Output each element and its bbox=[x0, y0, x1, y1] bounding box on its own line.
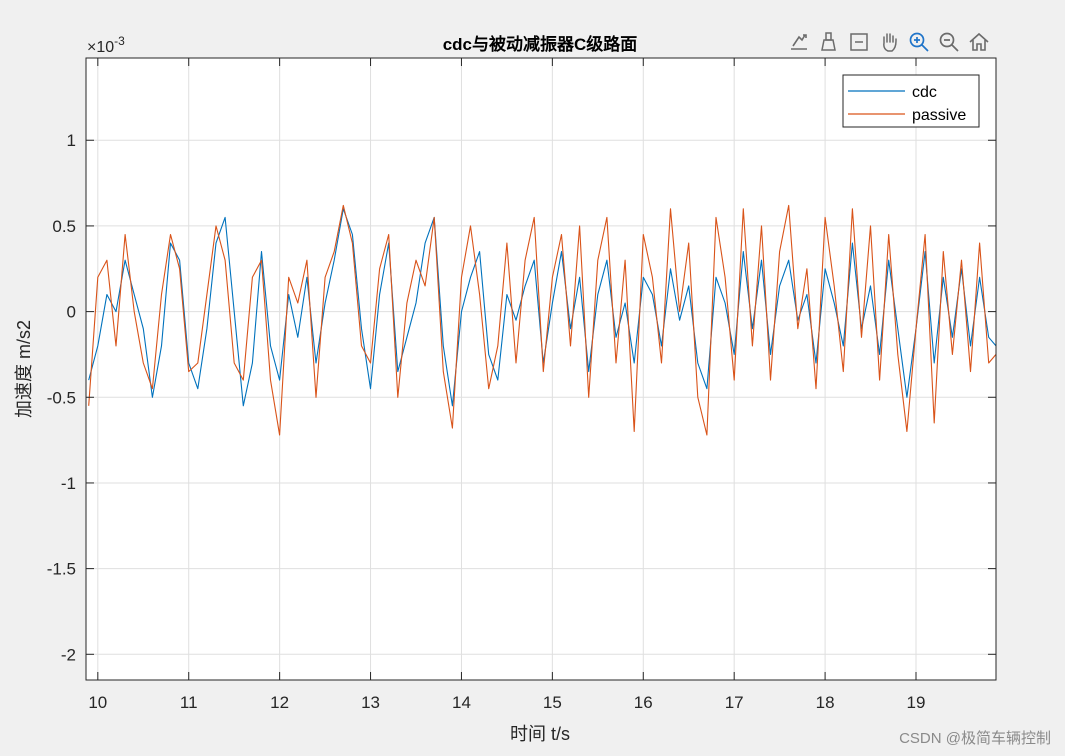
y-axis-ticks: -2 -1.5 -1 -0.5 0 0.5 1 bbox=[47, 131, 996, 664]
brush-icon bbox=[821, 32, 836, 51]
x-axis-ticks: 10 11 12 13 14 15 16 17 18 19 bbox=[88, 58, 925, 712]
x-tick-label: 10 bbox=[88, 693, 107, 712]
data-tips-button[interactable] bbox=[846, 29, 872, 55]
watermark: CSDN @极简车辆控制 bbox=[899, 730, 1051, 747]
export-icon bbox=[791, 34, 807, 50]
x-tick-label: 19 bbox=[907, 693, 926, 712]
y-tick-label: 0.5 bbox=[52, 217, 76, 236]
y-exponent-base: ×10 bbox=[87, 39, 114, 56]
y-tick-label: -1.5 bbox=[47, 560, 76, 579]
zoom-out-button[interactable] bbox=[936, 29, 962, 55]
legend-box bbox=[842, 74, 980, 128]
y-exponent-label: ×10-3 bbox=[87, 34, 125, 56]
x-tick-label: 17 bbox=[725, 693, 744, 712]
chart-title: cdc与被动减振器C级路面 bbox=[443, 34, 638, 54]
brush-button[interactable] bbox=[816, 29, 842, 55]
y-tick-label: 0 bbox=[67, 303, 76, 322]
legend[interactable]: cdc passive bbox=[842, 74, 980, 128]
data-tips-icon bbox=[850, 33, 868, 51]
x-tick-label: 14 bbox=[452, 693, 471, 712]
y-tick-label: -0.5 bbox=[47, 388, 76, 407]
x-tick-label: 18 bbox=[816, 693, 835, 712]
plot-series bbox=[88, 204, 997, 436]
x-axis-label: 时间 t/s bbox=[510, 724, 570, 744]
y-axis-label: 加速度 m/s2 bbox=[14, 320, 34, 418]
export-button[interactable] bbox=[786, 29, 812, 55]
x-tick-label: 12 bbox=[270, 693, 289, 712]
home-icon bbox=[969, 32, 989, 51]
grid-lines bbox=[86, 58, 996, 680]
legend-label-cdc: cdc bbox=[912, 84, 937, 101]
y-exponent-power: -3 bbox=[114, 34, 125, 48]
x-tick-label: 11 bbox=[180, 693, 198, 712]
zoom-in-button[interactable] bbox=[906, 29, 932, 55]
axes-background bbox=[86, 58, 996, 680]
pan-icon bbox=[883, 33, 897, 52]
y-tick-label: -1 bbox=[61, 474, 76, 493]
axes-box bbox=[85, 57, 997, 681]
zoom-out-icon bbox=[939, 32, 959, 52]
x-tick-label: 15 bbox=[543, 693, 562, 712]
x-tick-label: 16 bbox=[634, 693, 653, 712]
pan-button[interactable] bbox=[876, 29, 902, 55]
x-tick-label: 13 bbox=[361, 693, 380, 712]
series-line-passive bbox=[88, 204, 997, 436]
y-tick-label: -2 bbox=[61, 645, 76, 664]
home-button[interactable] bbox=[966, 29, 992, 55]
zoom-in-icon bbox=[909, 32, 929, 52]
y-tick-label: 1 bbox=[67, 131, 76, 150]
legend-label-passive: passive bbox=[912, 107, 966, 124]
axes-toolbar bbox=[786, 27, 992, 57]
